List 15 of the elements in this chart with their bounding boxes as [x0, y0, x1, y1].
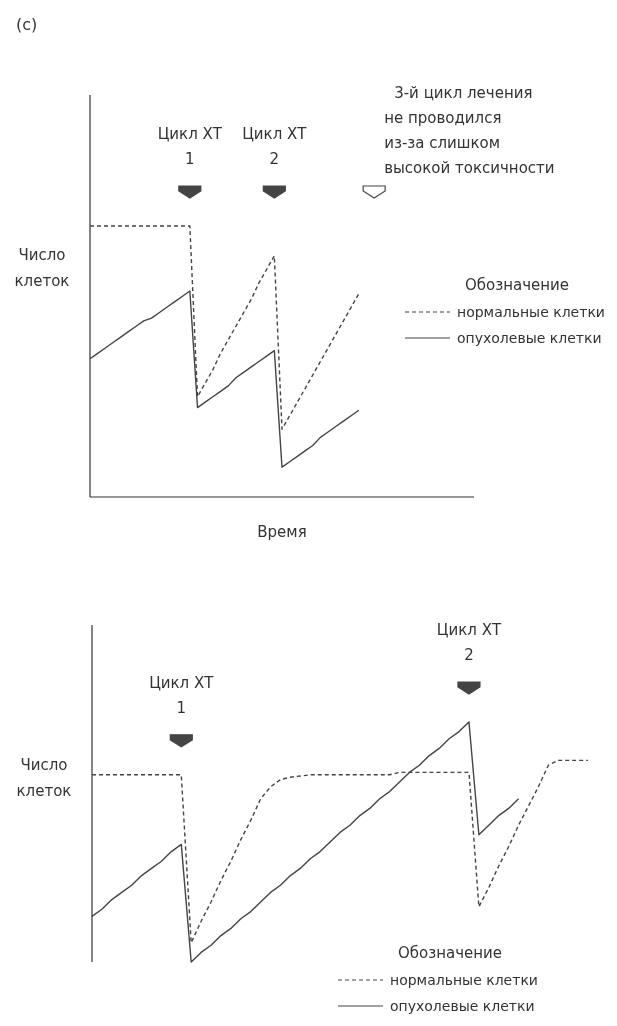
text: Цикл ХТ 2	[436, 621, 502, 664]
y-axis-title: Число клеток	[14, 246, 70, 290]
chart-title: (c)	[16, 15, 38, 34]
legend-label: нормальные клетки	[457, 304, 605, 320]
legend-title: Обозначение	[398, 944, 503, 962]
x-axis-title: Время	[257, 523, 307, 541]
legend-title: Обозначение	[465, 276, 570, 294]
legend-label: нормальные клетки	[390, 972, 538, 988]
text: Цикл ХТ 1	[149, 673, 215, 717]
text: 3-й цикл лечения не проводился из-за слишком высокой токсичности	[384, 84, 555, 177]
legend-label: опухолевые клетки	[390, 998, 535, 1014]
text: Цикл ХТ 1	[157, 125, 223, 168]
legend-label: опухолевые клетки	[457, 330, 602, 346]
text: Цикл ХТ 2	[242, 125, 308, 168]
y-axis-title: Число клеток	[16, 756, 72, 800]
